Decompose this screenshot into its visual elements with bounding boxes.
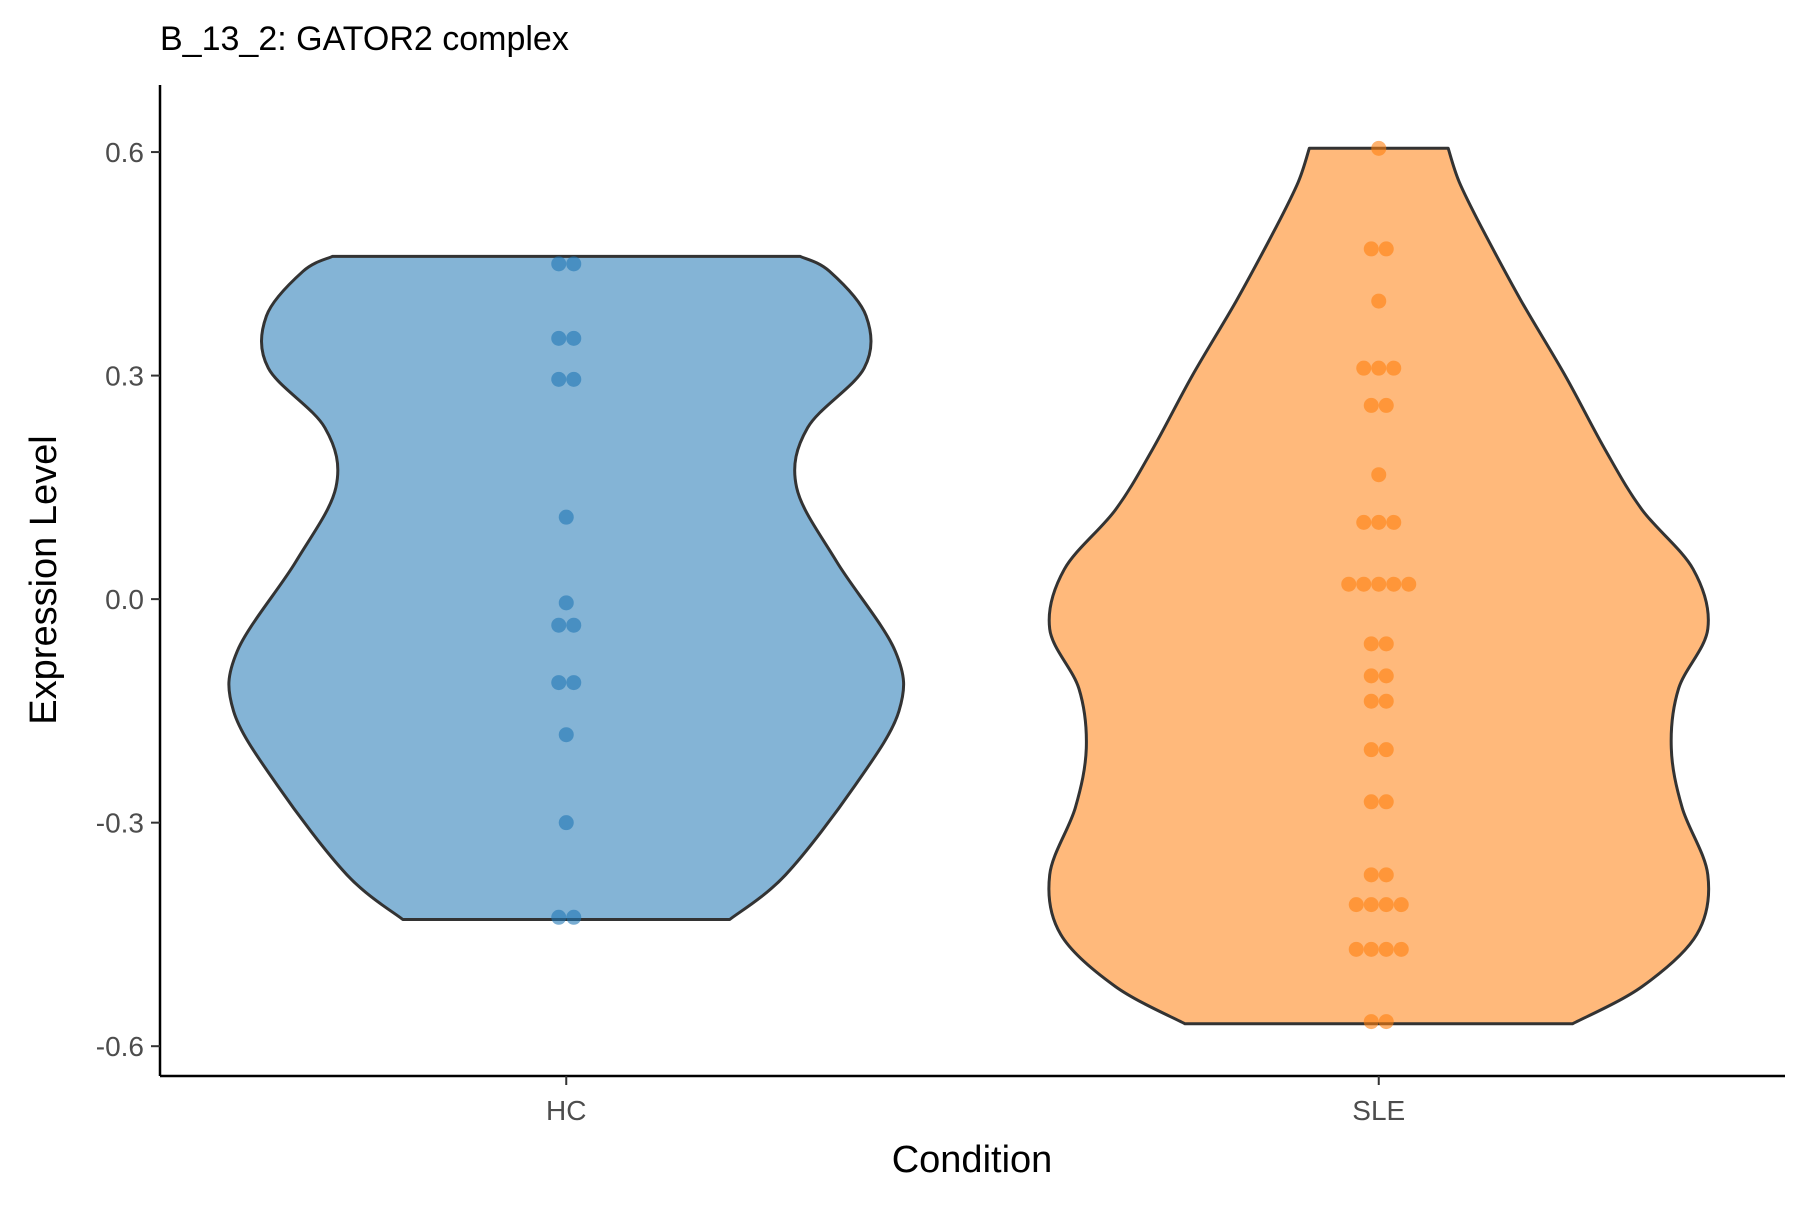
- data-point-sle: [1363, 794, 1379, 810]
- violins-layer: [227, 146, 1711, 1026]
- data-point-sle: [1378, 794, 1394, 810]
- data-point-sle: [1378, 241, 1394, 257]
- data-point-hc: [558, 815, 574, 831]
- data-point-hc: [566, 256, 582, 272]
- data-point-sle: [1356, 514, 1372, 530]
- violin-hc: [227, 254, 906, 921]
- data-point-hc: [566, 675, 582, 691]
- data-point-sle: [1378, 397, 1394, 413]
- data-point-hc: [551, 909, 567, 925]
- data-point-sle: [1386, 514, 1402, 530]
- data-point-sle: [1378, 636, 1394, 652]
- data-point-sle: [1393, 897, 1409, 913]
- data-point-hc: [551, 371, 567, 387]
- y-axis-title: Expression Level: [23, 435, 65, 724]
- data-point-sle: [1363, 693, 1379, 709]
- data-point-sle: [1371, 467, 1387, 483]
- data-point-hc: [566, 371, 582, 387]
- data-point-sle: [1363, 742, 1379, 758]
- data-point-sle: [1371, 293, 1387, 309]
- data-point-sle: [1363, 941, 1379, 957]
- data-point-sle: [1363, 1014, 1379, 1030]
- data-point-sle: [1363, 668, 1379, 684]
- data-point-sle: [1378, 742, 1394, 758]
- data-point-hc: [558, 595, 574, 611]
- data-point-sle: [1356, 576, 1372, 592]
- data-point-sle: [1386, 576, 1402, 592]
- data-point-hc: [551, 330, 567, 346]
- data-point-hc: [558, 509, 574, 525]
- data-point-sle: [1363, 897, 1379, 913]
- data-point-hc: [566, 909, 582, 925]
- x-tick-label: SLE: [1352, 1095, 1405, 1126]
- points-layer: [551, 140, 1417, 1030]
- data-point-hc: [551, 256, 567, 272]
- data-point-sle: [1363, 397, 1379, 413]
- x-ticks: HC SLE: [546, 1076, 1405, 1126]
- y-tick-label: 0.6: [105, 137, 144, 168]
- axes-layer: [158, 85, 1785, 1078]
- data-point-sle: [1378, 897, 1394, 913]
- data-point-sle: [1378, 867, 1394, 883]
- y-tick-label: -0.3: [96, 808, 144, 839]
- data-point-sle: [1363, 867, 1379, 883]
- data-point-sle: [1378, 941, 1394, 957]
- data-point-sle: [1378, 1014, 1394, 1030]
- data-point-sle: [1386, 360, 1402, 376]
- data-point-hc: [558, 727, 574, 743]
- data-point-sle: [1363, 636, 1379, 652]
- data-point-sle: [1371, 140, 1387, 156]
- data-point-hc: [566, 617, 582, 633]
- data-point-sle: [1371, 576, 1387, 592]
- data-point-sle: [1341, 576, 1357, 592]
- data-point-sle: [1348, 941, 1364, 957]
- y-ticks: 0.6 0.3 0.0 -0.3 -0.6: [96, 137, 160, 1062]
- data-point-sle: [1378, 668, 1394, 684]
- x-axis-title: Condition: [892, 1139, 1053, 1181]
- y-tick-label: -0.6: [96, 1031, 144, 1062]
- data-point-sle: [1401, 576, 1417, 592]
- data-point-sle: [1363, 241, 1379, 257]
- y-tick-label: 0.3: [105, 361, 144, 392]
- data-point-sle: [1371, 360, 1387, 376]
- data-point-sle: [1348, 897, 1364, 913]
- data-point-sle: [1371, 514, 1387, 530]
- data-point-hc: [551, 617, 567, 633]
- y-tick-label: 0.0: [105, 584, 144, 615]
- chart-title: B_13_2: GATOR2 complex: [160, 20, 569, 58]
- data-point-hc: [551, 675, 567, 691]
- data-point-sle: [1356, 360, 1372, 376]
- data-point-sle: [1393, 941, 1409, 957]
- data-point-hc: [566, 330, 582, 346]
- x-tick-label: HC: [546, 1095, 586, 1126]
- data-point-sle: [1378, 693, 1394, 709]
